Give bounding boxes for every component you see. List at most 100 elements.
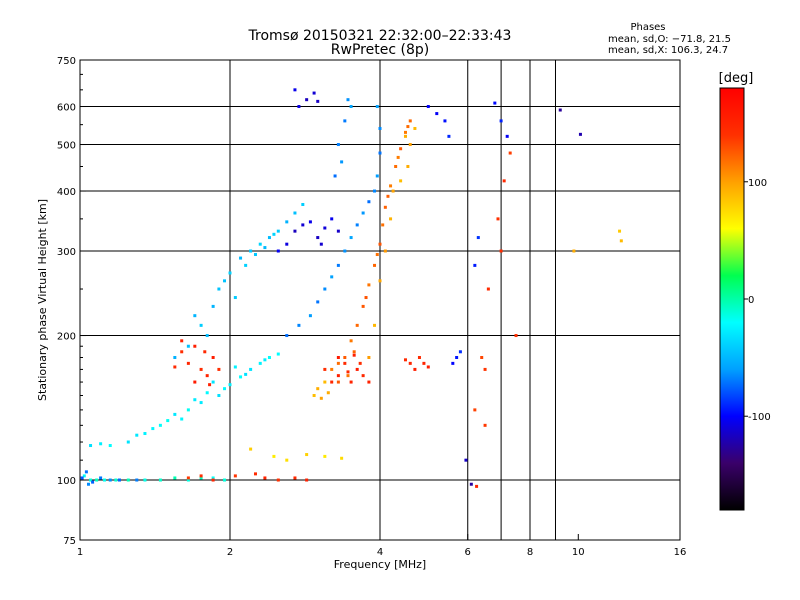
data-point [343, 361, 347, 365]
data-points [80, 88, 623, 488]
data-point [253, 472, 257, 476]
data-point [355, 323, 359, 327]
data-point [336, 229, 340, 233]
data-point [499, 249, 503, 253]
data-point [346, 370, 350, 374]
data-point [349, 236, 353, 240]
data-point [82, 474, 86, 478]
y-tick-label: 75 [63, 536, 76, 547]
data-point [186, 361, 190, 365]
data-point [208, 383, 212, 387]
data-point [514, 334, 518, 338]
data-point [316, 236, 320, 240]
data-point [211, 380, 215, 384]
data-point [86, 482, 90, 486]
data-point [458, 350, 462, 354]
data-point [205, 374, 209, 378]
data-point [199, 367, 203, 371]
data-point [239, 256, 243, 260]
data-point [126, 478, 130, 482]
data-point [413, 367, 417, 371]
data-point [267, 236, 271, 240]
chart-subtitle: RwPretec (8p) [331, 42, 429, 58]
data-point [361, 374, 365, 378]
data-point [80, 476, 84, 480]
data-point [319, 242, 323, 246]
data-point [394, 164, 398, 168]
y-axis-label: Stationary phase Virtual Height [km] [36, 199, 49, 401]
data-point [114, 478, 118, 482]
data-point [186, 408, 190, 412]
data-point [143, 478, 147, 482]
data-point [293, 88, 297, 92]
data-point [389, 217, 393, 221]
colorbar: [deg] 100 0 -100 [719, 71, 771, 511]
x-tick-label: 10 [572, 547, 585, 558]
chart-title: Tromsø 20150321 22:32:00–22:33:43 [248, 28, 512, 44]
data-point [336, 143, 340, 147]
data-point [367, 283, 371, 287]
data-point [180, 350, 184, 354]
y-tick-label: 100 [57, 476, 76, 487]
data-point [330, 217, 334, 221]
data-point [443, 119, 447, 123]
data-point [502, 179, 506, 183]
data-point [244, 372, 248, 376]
data-point [199, 474, 203, 478]
data-point [378, 126, 382, 130]
data-point [276, 249, 280, 253]
data-point [285, 242, 289, 246]
data-point [383, 249, 387, 253]
data-point [285, 458, 289, 462]
data-point [352, 353, 356, 357]
colorbar-label: [deg] [719, 71, 754, 86]
data-point [578, 132, 582, 136]
data-point [272, 232, 276, 236]
x-tick-label: 6 [465, 547, 471, 558]
data-point [355, 223, 359, 227]
data-point [417, 355, 421, 359]
data-point [151, 427, 155, 431]
data-point [408, 361, 412, 365]
data-point [361, 211, 365, 215]
data-point [355, 367, 359, 371]
data-point [180, 417, 184, 421]
data-point [217, 287, 221, 291]
data-point [99, 476, 103, 480]
data-point [323, 380, 327, 384]
data-point [211, 304, 215, 308]
data-point [330, 275, 334, 279]
data-point [375, 253, 379, 257]
data-point [323, 287, 327, 291]
data-point [406, 164, 410, 168]
data-point [199, 323, 203, 327]
data-point [158, 423, 162, 427]
data-point [375, 174, 379, 178]
data-point [223, 279, 227, 283]
data-point [340, 456, 344, 460]
data-point [378, 242, 382, 246]
data-point [186, 476, 190, 480]
y-tick-label: 200 [57, 332, 76, 343]
data-point [193, 344, 197, 348]
data-point [435, 112, 439, 116]
data-point [276, 478, 280, 482]
data-point [408, 119, 412, 123]
data-point [228, 383, 232, 387]
data-point [493, 101, 497, 105]
data-point [258, 361, 262, 365]
data-point [346, 98, 350, 102]
data-point [205, 391, 209, 395]
data-point [426, 105, 430, 109]
data-point [263, 246, 267, 250]
data-point [267, 355, 271, 359]
data-point [364, 296, 368, 300]
data-point [103, 478, 107, 482]
data-point [455, 355, 459, 359]
data-point [499, 119, 503, 123]
data-point [158, 478, 162, 482]
data-point [378, 151, 382, 155]
data-point [84, 470, 88, 474]
x-tick-label: 1 [77, 547, 83, 558]
data-point [375, 105, 379, 109]
